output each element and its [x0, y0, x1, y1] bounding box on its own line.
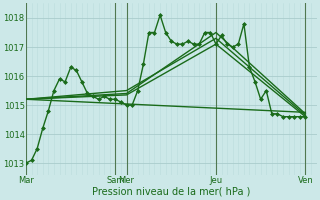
X-axis label: Pression niveau de la mer( hPa ): Pression niveau de la mer( hPa )	[92, 187, 251, 197]
